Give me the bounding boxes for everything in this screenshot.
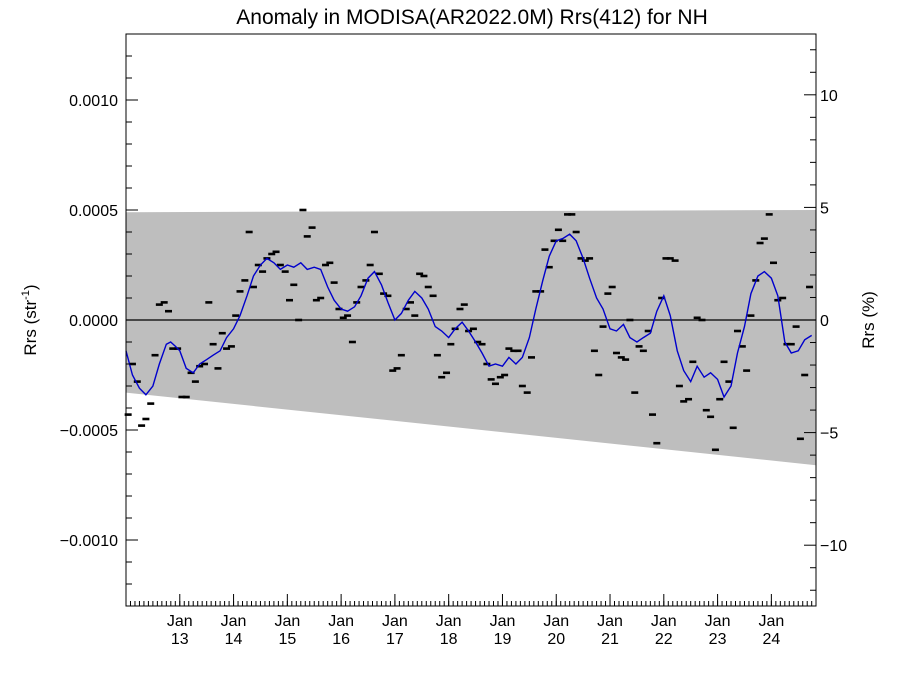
x-tick-label-month: Jan: [651, 613, 677, 630]
right-tick-label: −10: [820, 538, 847, 555]
left-y-axis-label-superscript: -1: [20, 290, 32, 300]
right-tick-label: 0: [820, 313, 829, 330]
x-tick-label-month: Jan: [274, 613, 300, 630]
x-tick-label-year: 19: [494, 631, 512, 648]
uncertainty-envelope: [126, 210, 816, 466]
x-tick-label-year: 15: [278, 631, 296, 648]
right-tick-label: −5: [820, 426, 838, 443]
left-tick-label: −0.0005: [60, 423, 118, 440]
x-tick-label-year: 23: [709, 631, 727, 648]
x-tick-label-year: 13: [171, 631, 189, 648]
x-tick-label-month: Jan: [543, 613, 569, 630]
x-tick-label-month: Jan: [436, 613, 462, 630]
x-tick-label-month: Jan: [167, 613, 193, 630]
running-mean-line: [125, 233, 813, 399]
x-tick-label-month: Jan: [382, 613, 408, 630]
left-tick-label: 0.0005: [69, 203, 118, 220]
x-tick-label-month: Jan: [221, 613, 247, 630]
x-tick-label-month: Jan: [490, 613, 516, 630]
left-y-axis: 0.0010 0.0005 0.0000 −0.0005 −0.0010: [60, 33, 138, 607]
x-tick-label-month: Jan: [597, 613, 623, 630]
x-tick-label-year: 20: [547, 631, 565, 648]
left-tick-label: 0.0010: [69, 93, 118, 110]
left-y-axis-label: Rrs (str-1): [20, 284, 40, 355]
left-tick-label: −0.0010: [60, 533, 118, 550]
x-tick-label-month: Jan: [328, 613, 354, 630]
x-tick-label-year: 21: [601, 631, 619, 648]
right-y-axis-label: Rrs (%): [859, 291, 878, 349]
x-tick-label-month: Jan: [705, 613, 731, 630]
left-y-axis-label-text: Rrs (str: [21, 300, 40, 356]
left-y-axis-label-close: ): [21, 284, 40, 290]
x-tick-label-year: 18: [440, 631, 458, 648]
x-tick-label-year: 22: [655, 631, 673, 648]
x-tick-label-year: 14: [225, 631, 243, 648]
x-axis: Jan13Jan14Jan15Jan16Jan17Jan18Jan19Jan20…: [125, 594, 813, 648]
plot-area: [124, 33, 817, 607]
x-tick-label-year: 17: [386, 631, 404, 648]
left-tick-label: 0.0000: [69, 313, 118, 330]
chart-title: Anomaly in MODISA(AR2022.0M) Rrs(412) fo…: [236, 6, 707, 29]
right-tick-label: 5: [820, 200, 829, 217]
x-tick-label-year: 16: [332, 631, 350, 648]
x-tick-label-year: 24: [762, 631, 780, 648]
right-y-axis: 10 5 0 −5 −10: [804, 49, 847, 591]
right-tick-label: 10: [820, 88, 838, 105]
x-tick-label-month: Jan: [758, 613, 784, 630]
